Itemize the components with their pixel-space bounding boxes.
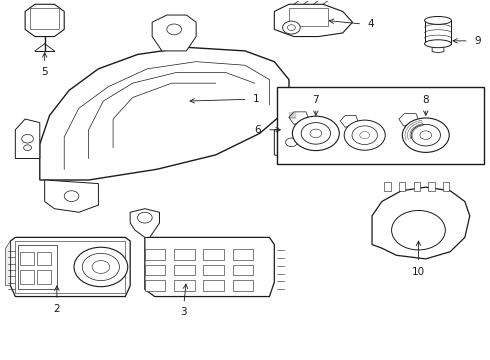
Text: 5: 5 bbox=[41, 67, 48, 77]
Polygon shape bbox=[443, 182, 449, 191]
Circle shape bbox=[360, 132, 369, 139]
Polygon shape bbox=[145, 237, 274, 297]
Text: 7: 7 bbox=[313, 95, 319, 105]
Bar bbox=[203, 249, 224, 260]
Polygon shape bbox=[10, 237, 130, 297]
Circle shape bbox=[411, 125, 441, 146]
Polygon shape bbox=[274, 130, 309, 158]
Circle shape bbox=[82, 253, 120, 280]
Circle shape bbox=[74, 247, 128, 287]
Bar bbox=[174, 280, 195, 291]
Bar bbox=[145, 280, 165, 291]
Text: 2: 2 bbox=[53, 304, 60, 314]
Bar bbox=[18, 244, 57, 289]
Circle shape bbox=[167, 24, 181, 35]
Polygon shape bbox=[399, 182, 405, 191]
Text: 6: 6 bbox=[254, 125, 261, 135]
Polygon shape bbox=[152, 15, 196, 51]
Bar bbox=[203, 280, 224, 291]
Circle shape bbox=[301, 123, 331, 144]
Circle shape bbox=[286, 138, 297, 147]
Polygon shape bbox=[384, 182, 391, 191]
Bar bbox=[30, 8, 59, 30]
Polygon shape bbox=[5, 241, 10, 286]
Bar bbox=[233, 249, 253, 260]
Ellipse shape bbox=[424, 40, 451, 48]
Circle shape bbox=[352, 126, 377, 144]
Bar bbox=[174, 249, 195, 260]
Text: 3: 3 bbox=[181, 307, 187, 317]
Polygon shape bbox=[130, 209, 159, 237]
Ellipse shape bbox=[424, 17, 451, 24]
Circle shape bbox=[310, 129, 322, 138]
Text: 8: 8 bbox=[422, 95, 429, 105]
Circle shape bbox=[138, 212, 152, 223]
Polygon shape bbox=[428, 182, 435, 191]
Bar bbox=[15, 241, 125, 293]
Bar bbox=[145, 265, 165, 275]
Bar bbox=[174, 265, 195, 275]
Circle shape bbox=[420, 131, 432, 139]
Bar bbox=[37, 252, 51, 265]
Polygon shape bbox=[40, 47, 289, 180]
Circle shape bbox=[392, 211, 445, 250]
Bar bbox=[233, 265, 253, 275]
Bar bbox=[203, 265, 224, 275]
Bar bbox=[277, 87, 485, 164]
Bar bbox=[145, 249, 165, 260]
Bar bbox=[37, 270, 51, 284]
Circle shape bbox=[293, 116, 339, 150]
Polygon shape bbox=[45, 180, 98, 212]
Bar bbox=[20, 270, 34, 284]
Polygon shape bbox=[274, 4, 352, 37]
Polygon shape bbox=[25, 4, 64, 37]
Polygon shape bbox=[372, 187, 470, 259]
Circle shape bbox=[288, 25, 295, 31]
Text: 9: 9 bbox=[475, 36, 481, 46]
Text: 4: 4 bbox=[367, 19, 374, 29]
Polygon shape bbox=[340, 116, 358, 127]
Polygon shape bbox=[15, 119, 40, 158]
Text: 1: 1 bbox=[252, 94, 259, 104]
Circle shape bbox=[344, 120, 385, 150]
Polygon shape bbox=[414, 182, 420, 191]
Polygon shape bbox=[432, 45, 444, 53]
Circle shape bbox=[283, 21, 300, 34]
Circle shape bbox=[24, 145, 31, 150]
Polygon shape bbox=[399, 114, 419, 126]
Circle shape bbox=[22, 134, 33, 143]
Bar bbox=[20, 252, 34, 265]
Polygon shape bbox=[289, 112, 309, 125]
Circle shape bbox=[92, 261, 110, 273]
Circle shape bbox=[64, 191, 79, 202]
Circle shape bbox=[402, 118, 449, 152]
Text: 10: 10 bbox=[412, 267, 425, 277]
Bar bbox=[233, 280, 253, 291]
Bar bbox=[289, 8, 328, 26]
